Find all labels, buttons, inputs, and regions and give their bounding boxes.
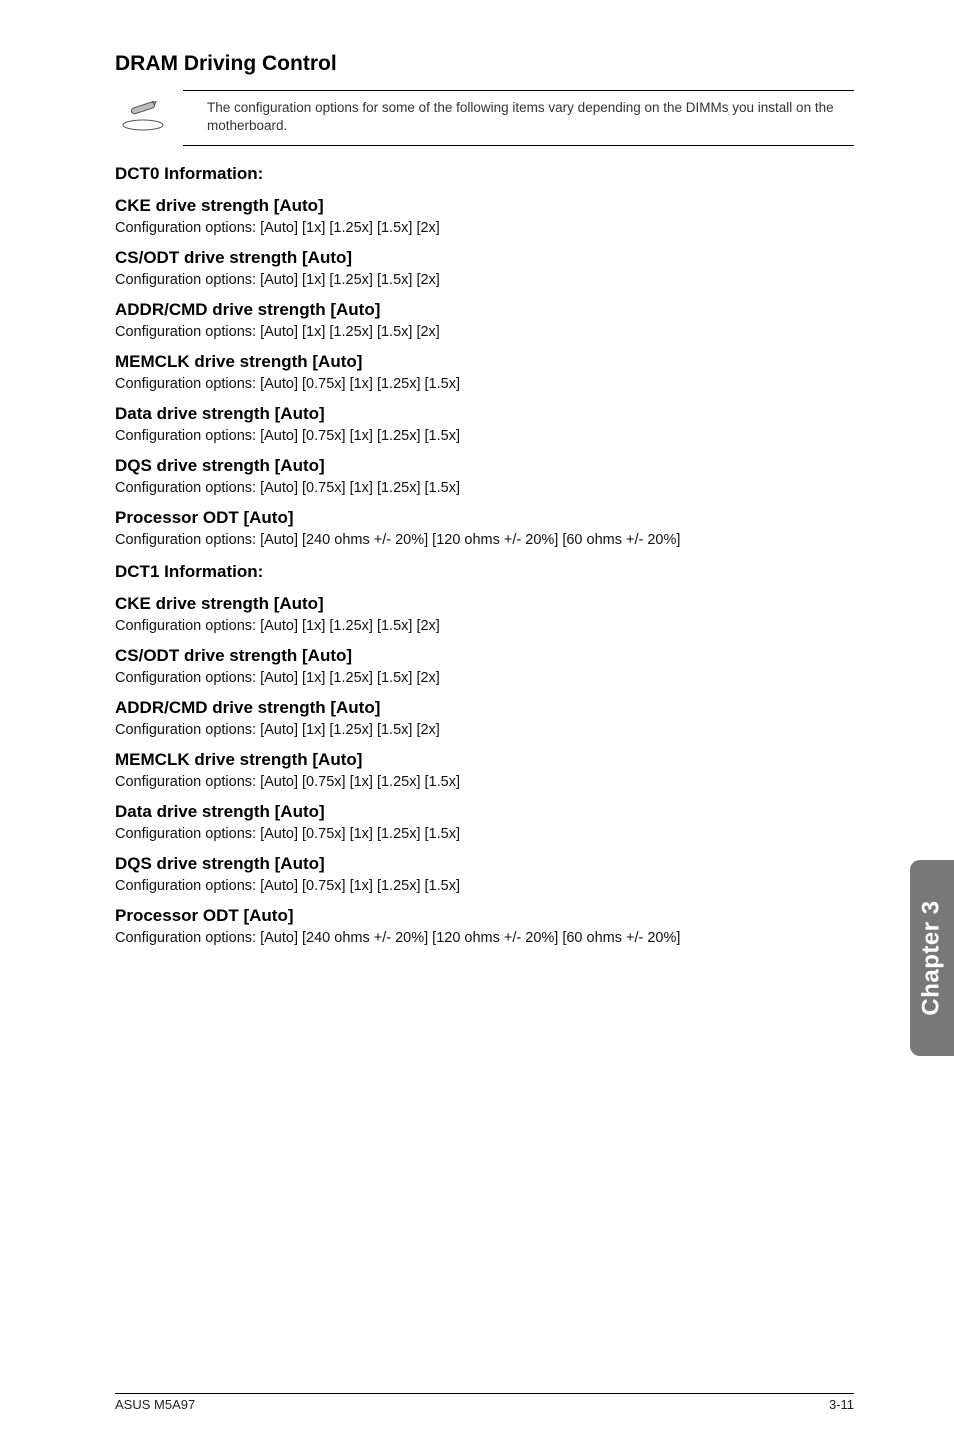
setting-desc: Configuration options: [Auto] [0.75x] [1… xyxy=(115,878,854,894)
dct1-heading: DCT1 Information: xyxy=(115,562,854,582)
setting-desc: Configuration options: [Auto] [1x] [1.25… xyxy=(115,324,854,340)
setting-desc: Configuration options: [Auto] [0.75x] [1… xyxy=(115,376,854,392)
dct0-heading: DCT0 Information: xyxy=(115,164,854,184)
setting-desc: Configuration options: [Auto] [1x] [1.25… xyxy=(115,220,854,236)
setting-heading: Processor ODT [Auto] xyxy=(115,508,854,528)
footer-left: ASUS M5A97 xyxy=(115,1397,195,1412)
note-callout: The configuration options for some of th… xyxy=(183,90,854,146)
setting-desc: Configuration options: [Auto] [240 ohms … xyxy=(115,532,854,548)
setting-heading: DQS drive strength [Auto] xyxy=(115,456,854,476)
setting-desc: Configuration options: [Auto] [1x] [1.25… xyxy=(115,670,854,686)
setting-heading: CS/ODT drive strength [Auto] xyxy=(115,646,854,666)
setting-heading: ADDR/CMD drive strength [Auto] xyxy=(115,698,854,718)
setting-heading: ADDR/CMD drive strength [Auto] xyxy=(115,300,854,320)
footer-right: 3-11 xyxy=(829,1397,854,1412)
setting-heading: DQS drive strength [Auto] xyxy=(115,854,854,874)
setting-desc: Configuration options: [Auto] [1x] [1.25… xyxy=(115,722,854,738)
setting-desc: Configuration options: [Auto] [0.75x] [1… xyxy=(115,774,854,790)
setting-heading: CKE drive strength [Auto] xyxy=(115,594,854,614)
note-text: The configuration options for some of th… xyxy=(207,99,854,135)
page-footer: ASUS M5A97 3-11 xyxy=(115,1393,854,1412)
setting-heading: MEMCLK drive strength [Auto] xyxy=(115,352,854,372)
setting-heading: CKE drive strength [Auto] xyxy=(115,196,854,216)
setting-desc: Configuration options: [Auto] [0.75x] [1… xyxy=(115,428,854,444)
setting-heading: MEMCLK drive strength [Auto] xyxy=(115,750,854,770)
setting-heading: CS/ODT drive strength [Auto] xyxy=(115,248,854,268)
setting-desc: Configuration options: [Auto] [1x] [1.25… xyxy=(115,618,854,634)
setting-heading: Data drive strength [Auto] xyxy=(115,404,854,424)
setting-desc: Configuration options: [Auto] [0.75x] [1… xyxy=(115,826,854,842)
page: DRAM Driving Control The configuration o… xyxy=(0,0,954,1438)
setting-desc: Configuration options: [Auto] [240 ohms … xyxy=(115,930,854,946)
setting-heading: Data drive strength [Auto] xyxy=(115,802,854,822)
setting-desc: Configuration options: [Auto] [0.75x] [1… xyxy=(115,480,854,496)
setting-desc: Configuration options: [Auto] [1x] [1.25… xyxy=(115,272,854,288)
pencil-note-icon xyxy=(115,99,171,131)
chapter-tab: Chapter 3 xyxy=(910,860,954,1056)
setting-heading: Processor ODT [Auto] xyxy=(115,906,854,926)
page-title: DRAM Driving Control xyxy=(115,52,854,76)
chapter-tab-label: Chapter 3 xyxy=(918,900,946,1015)
